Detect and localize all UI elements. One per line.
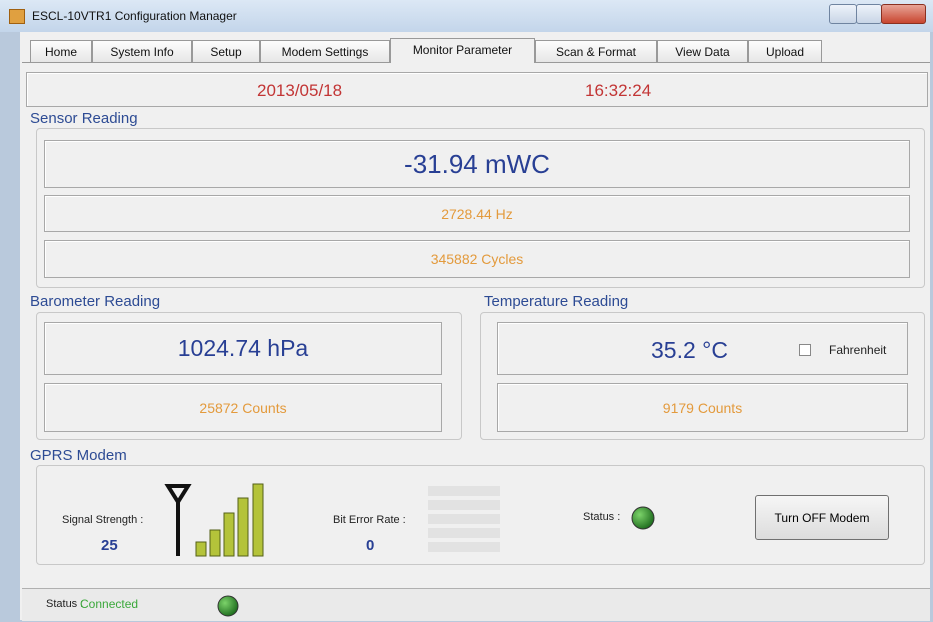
group-box — [36, 128, 925, 288]
group-title: Barometer Reading — [30, 293, 161, 310]
tab[interactable]: Upload — [748, 40, 822, 62]
turn-off-modem-button[interactable]: Turn OFF Modem — [755, 495, 889, 540]
temperature: 35.2 °C — [651, 337, 728, 363]
antenna — [164, 484, 192, 556]
datetime-bar: 2013/05/18 16:32:24 — [26, 72, 928, 107]
tab[interactable]: Home — [30, 40, 92, 62]
app-icon — [9, 9, 25, 24]
fahrenheit-label[interactable]: Fahrenheit — [829, 343, 887, 357]
group-title: Temperature Reading — [484, 293, 629, 310]
bit-error-rate-label: Bit Error Rate : — [333, 514, 406, 526]
maximize-button[interactable] — [856, 4, 882, 24]
tab[interactable]: Scan & Format — [535, 40, 657, 62]
group-box — [480, 312, 925, 440]
led — [217, 595, 239, 617]
group-title: Sensor Reading — [30, 110, 138, 127]
signal-bar — [237, 497, 249, 557]
signal-bar — [252, 483, 264, 557]
modem-status-led — [631, 506, 655, 530]
date: 2013/05/18 — [257, 81, 343, 100]
tab[interactable]: Modem Settings — [260, 40, 390, 62]
temperature-box: 35.2 °C Fahrenheit — [497, 322, 908, 375]
signal-strength-label: Signal Strength : — [62, 514, 144, 526]
sensor-pressure: -31.94 mWC — [44, 140, 910, 188]
signal-bar — [209, 529, 221, 557]
tab[interactable]: Monitor Parameter — [390, 38, 535, 63]
connection-led — [217, 595, 239, 617]
close-button[interactable] — [881, 4, 926, 24]
meter-cell — [428, 514, 500, 524]
temperature-counts: 9179 Counts — [497, 383, 908, 432]
tab[interactable]: View Data — [657, 40, 748, 62]
group-box — [36, 465, 925, 565]
status-bar — [22, 588, 930, 621]
group-title: GPRS Modem — [30, 447, 127, 464]
window-title: ESCL-10VTR1 Configuration Manager — [32, 9, 237, 23]
signal-bar — [195, 541, 207, 557]
modem-status-label: Status : — [583, 511, 621, 523]
sensor-cycles: 345882 Cycles — [44, 240, 910, 278]
tab[interactable]: Setup — [192, 40, 260, 62]
title-bar — [0, 0, 933, 32]
meter-cell — [428, 500, 500, 510]
meter-cell — [428, 542, 500, 552]
signal-bar — [223, 512, 235, 557]
bit-error-rate: 0 — [366, 537, 375, 554]
barometer-pressure: 1024.74 hPa — [44, 322, 442, 375]
group-box — [36, 312, 462, 440]
tab[interactable]: System Info — [92, 40, 192, 62]
fahrenheit-checkbox[interactable] — [799, 344, 811, 356]
meter-cell — [428, 528, 500, 538]
time: 16:32:24 — [585, 81, 652, 100]
sensor-frequency: 2728.44 Hz — [44, 195, 910, 232]
signal-strength: 25 — [101, 537, 118, 554]
meter-cell — [428, 486, 500, 496]
status-label: Status : — [46, 598, 84, 610]
barometer-counts: 25872 Counts — [44, 383, 442, 432]
signal-icon — [164, 483, 264, 557]
connection-status: Connected — [80, 597, 139, 611]
minimize-button[interactable] — [829, 4, 857, 24]
error-meter — [428, 486, 500, 552]
led — [631, 506, 655, 530]
